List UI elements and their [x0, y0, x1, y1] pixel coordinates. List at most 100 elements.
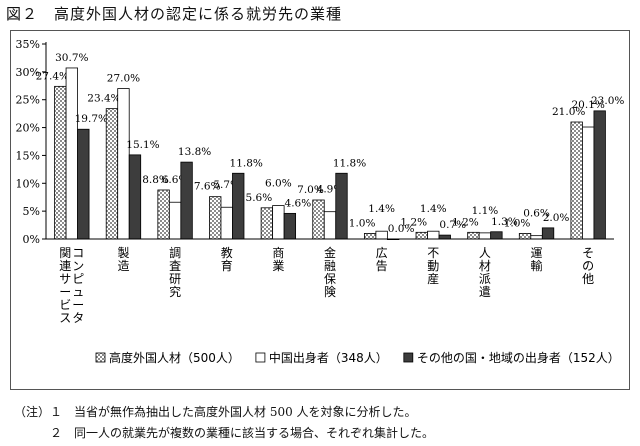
x-category-label: 険 — [324, 285, 336, 299]
x-category-label: 造 — [117, 259, 129, 273]
bar-white — [582, 126, 595, 240]
chart-frame — [10, 30, 630, 390]
x-category-label: 遣 — [479, 284, 491, 299]
bar-dark — [335, 172, 348, 240]
data-label: 23.0% — [591, 95, 624, 107]
y-tick-label: 25% — [16, 94, 40, 107]
bar-white — [530, 235, 543, 240]
bar-check — [363, 233, 377, 240]
y-tick-label: 10% — [16, 177, 40, 190]
bar-dark — [490, 231, 503, 240]
x-category-label: 査 — [169, 259, 181, 273]
data-label: 0.6% — [523, 208, 550, 220]
x-category-label: ー — [72, 298, 84, 312]
data-label: 0.0% — [388, 223, 415, 235]
bar-dark — [438, 234, 451, 240]
data-label: 1.1% — [472, 205, 499, 217]
x-category-label: 派 — [479, 272, 491, 286]
x-category-label: ス — [59, 311, 71, 325]
note-line-1: （注）１ 当省が無作為抽出した高度外国人材 500 人を対象に分析した。 — [14, 405, 417, 419]
legend-swatch-check — [95, 352, 106, 363]
x-category-label: 育 — [221, 258, 233, 273]
bar-white — [65, 67, 78, 240]
x-category-label: ビ — [59, 298, 71, 312]
y-tick-label: 15% — [16, 149, 40, 162]
x-category-label: 連 — [59, 259, 71, 273]
data-label: 13.8% — [178, 146, 211, 158]
x-category-label: 関 — [59, 246, 71, 260]
y-tick-label: 30% — [16, 66, 40, 79]
x-category-label: サ — [59, 272, 71, 286]
data-label: 23.4% — [87, 93, 120, 105]
x-category-label: 他 — [582, 272, 594, 286]
bar-check — [209, 196, 222, 240]
bar-check — [54, 85, 67, 240]
x-category-label: 調 — [169, 246, 181, 260]
legend-label: その他の国・地域の出身者（152人） — [417, 350, 620, 365]
bar-white — [478, 232, 492, 240]
x-category-label: 金 — [324, 245, 336, 260]
data-label: 11.8% — [230, 157, 263, 169]
data-label: 1.3% — [491, 216, 518, 228]
note-line-2: ２ 同一人の就業先が複数の業種に該当する場合、それぞれ集計した。 — [14, 426, 435, 440]
data-label: 5.6% — [246, 192, 273, 204]
x-category-label: ー — [59, 285, 71, 299]
data-label: 0.7% — [439, 219, 466, 231]
data-label: 21.0% — [552, 106, 585, 118]
y-tick-label: 0% — [23, 233, 40, 246]
x-category-label: 広 — [376, 246, 388, 260]
bar-white — [272, 205, 285, 240]
x-category-label: ュ — [72, 285, 84, 299]
data-label: 8.8% — [142, 174, 169, 186]
x-category-label: 告 — [376, 259, 388, 273]
data-label: 1.2% — [452, 216, 479, 228]
x-category-label: タ — [72, 311, 84, 325]
data-label: 27.4% — [36, 70, 69, 82]
data-label: 1.2% — [400, 216, 427, 228]
y-tick-label: 5% — [23, 205, 40, 218]
data-label: 1.4% — [420, 203, 447, 215]
data-label: 2.0% — [543, 212, 570, 224]
data-label: 6.0% — [265, 178, 292, 190]
bar-dark — [541, 227, 555, 240]
bar-check — [157, 189, 170, 240]
bar-dark — [128, 154, 142, 240]
x-category-label: 保 — [324, 272, 336, 286]
x-category-label: の — [582, 259, 594, 273]
x-category-label: 研 — [169, 272, 181, 286]
x-category-label: 運 — [531, 246, 543, 260]
bar-check — [105, 108, 119, 240]
data-label: 27.0% — [107, 73, 140, 85]
bar-white — [427, 230, 440, 240]
x-category-label: 融 — [324, 259, 336, 273]
x-category-label: 究 — [169, 284, 181, 299]
bar-check — [260, 207, 274, 240]
x-category-label: コ — [72, 246, 84, 260]
x-category-label: 材 — [479, 259, 491, 273]
data-label: 19.7% — [75, 113, 108, 125]
x-category-label: 教 — [221, 245, 233, 260]
bar-dark — [593, 110, 606, 240]
legend-label: 中国出身者（348人） — [269, 350, 388, 365]
bar-check — [518, 233, 532, 240]
x-category-label: 不 — [427, 246, 439, 260]
data-label: 30.7% — [55, 52, 88, 64]
bar-chart: 0% 5% 10% 15% 20% 25% 30% 35% 27.4% 30.7% 19.7% 23.… — [10, 30, 630, 390]
x-category-label: 商 — [272, 245, 284, 260]
bar-dark — [283, 212, 297, 240]
x-category-label: ピ — [72, 272, 84, 286]
data-label: 15.1% — [126, 139, 159, 151]
x-category-label: ン — [72, 259, 84, 273]
bar-check — [415, 231, 428, 240]
data-label: 1.4% — [368, 203, 395, 215]
bar-white — [220, 206, 233, 240]
x-category-label: 製 — [117, 246, 129, 260]
data-label: 11.8% — [333, 157, 366, 169]
x-category-label: そ — [582, 246, 594, 260]
legend-swatch-dark — [403, 352, 414, 363]
figure-title: 図２ 高度外国人材の認定に係る就労先の業種 — [6, 5, 343, 23]
bar-white — [375, 230, 388, 240]
data-label: 7.6% — [194, 181, 221, 193]
bar-white — [168, 201, 182, 240]
bar-dark — [180, 161, 193, 240]
